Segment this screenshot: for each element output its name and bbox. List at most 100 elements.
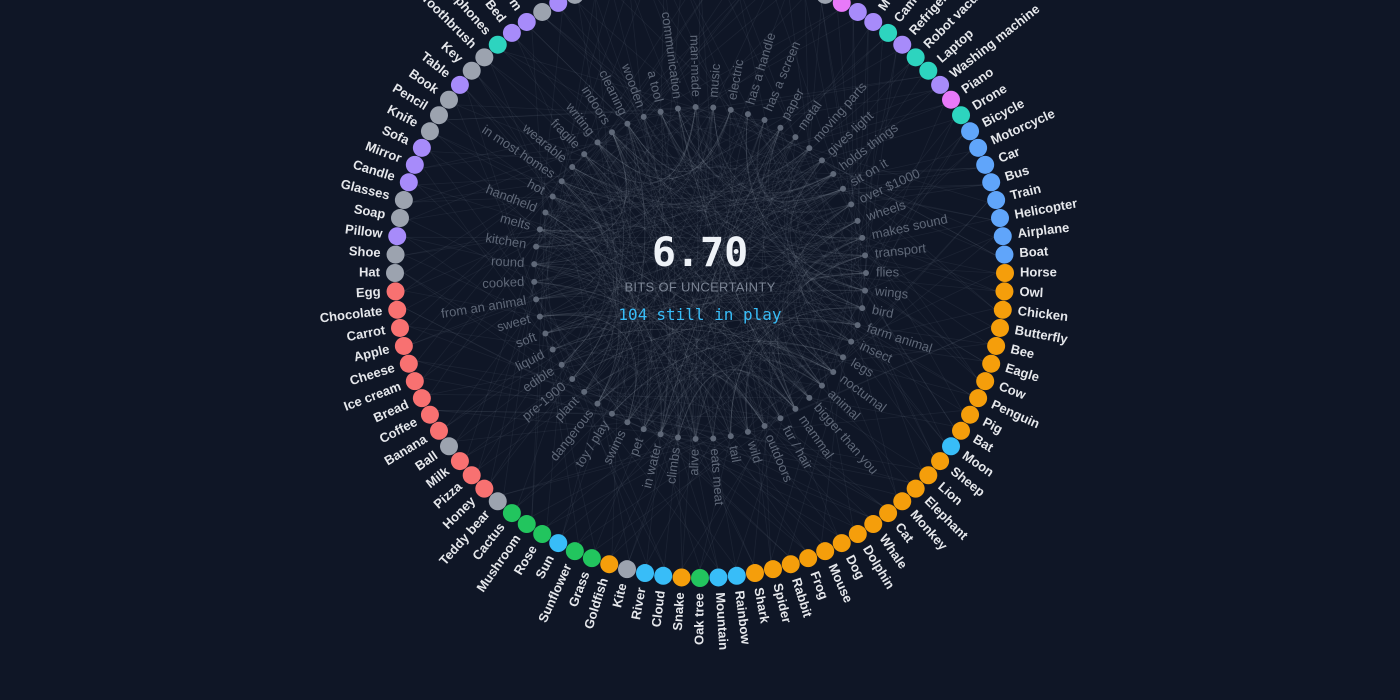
link-curve bbox=[539, 311, 834, 373]
link-curve bbox=[791, 325, 852, 373]
link-line bbox=[787, 341, 852, 556]
link-curve bbox=[545, 321, 834, 373]
link-line bbox=[864, 151, 971, 256]
link-line bbox=[546, 19, 866, 291]
link-line bbox=[712, 107, 772, 561]
link-line bbox=[417, 184, 858, 326]
link-line bbox=[437, 410, 612, 415]
link-line bbox=[660, 272, 997, 435]
link-curve bbox=[730, 290, 866, 437]
item-dot bbox=[942, 90, 961, 109]
link-curve bbox=[534, 188, 844, 283]
item-dot bbox=[848, 525, 867, 544]
link-curve bbox=[597, 142, 634, 189]
link-curve bbox=[534, 180, 603, 265]
link-line bbox=[422, 229, 541, 379]
link-line bbox=[517, 39, 844, 358]
link-curve bbox=[730, 307, 863, 437]
link-curve bbox=[627, 254, 866, 423]
item-label: Cloud bbox=[648, 590, 667, 628]
link-line bbox=[833, 167, 977, 175]
link-line bbox=[663, 107, 714, 567]
item-dot bbox=[386, 282, 405, 301]
attribute-dot bbox=[761, 117, 768, 124]
link-curve bbox=[611, 132, 696, 439]
item-dot bbox=[405, 372, 424, 391]
link-line bbox=[412, 153, 585, 345]
link-curve bbox=[611, 132, 823, 193]
link-curve bbox=[712, 352, 834, 439]
attribute-dot bbox=[848, 338, 855, 345]
item-dot bbox=[691, 569, 709, 587]
link-curve bbox=[729, 109, 810, 399]
link-line bbox=[643, 10, 838, 118]
link-line bbox=[536, 167, 977, 247]
link-line bbox=[627, 123, 719, 569]
link-line bbox=[545, 333, 806, 551]
link-line bbox=[412, 196, 553, 203]
in-play-label: still in play bbox=[656, 305, 782, 324]
link-line bbox=[611, 147, 810, 556]
link-line bbox=[728, 0, 796, 138]
item-dot bbox=[763, 560, 782, 579]
item-label: Kite bbox=[609, 582, 629, 609]
attribute-dot bbox=[581, 151, 588, 158]
link-curve bbox=[806, 272, 867, 309]
link-curve bbox=[535, 107, 696, 300]
attribute-dot bbox=[840, 354, 847, 361]
link-curve bbox=[561, 160, 823, 366]
link-line bbox=[533, 0, 610, 265]
link-curve bbox=[627, 123, 834, 373]
item-dot bbox=[969, 389, 988, 408]
link-curve bbox=[539, 228, 866, 258]
bits-label: BITS OF UNCERTAINTY bbox=[624, 279, 775, 294]
link-line bbox=[597, 142, 992, 221]
link-line bbox=[536, 246, 997, 274]
item-dot bbox=[848, 2, 867, 21]
item-label: Shoe bbox=[348, 243, 381, 260]
item-dot bbox=[462, 61, 481, 80]
link-line bbox=[561, 19, 854, 182]
item-dot bbox=[931, 75, 950, 94]
link-line bbox=[531, 196, 554, 517]
link-line bbox=[864, 254, 996, 292]
attribute-label: soft bbox=[513, 329, 538, 351]
link-curve bbox=[643, 343, 844, 430]
link-line bbox=[730, 109, 996, 256]
link-curve bbox=[552, 328, 834, 373]
item-dot bbox=[816, 542, 835, 561]
item-dot bbox=[412, 389, 431, 408]
link-curve bbox=[536, 127, 781, 247]
item-dot bbox=[864, 12, 883, 31]
link-line bbox=[478, 204, 852, 470]
link-curve bbox=[677, 108, 834, 194]
link-line bbox=[764, 425, 883, 507]
link-line bbox=[864, 290, 954, 427]
item-dot bbox=[582, 549, 601, 568]
link-line bbox=[613, 0, 645, 117]
link-curve bbox=[627, 109, 732, 173]
link-curve bbox=[535, 246, 619, 404]
link-line bbox=[533, 0, 641, 282]
link-line bbox=[611, 413, 854, 527]
link-line bbox=[545, 333, 579, 543]
link-line bbox=[747, 410, 963, 433]
link-line bbox=[478, 107, 714, 470]
link-line bbox=[627, 0, 785, 423]
link-curve bbox=[789, 160, 863, 309]
link-curve bbox=[597, 142, 834, 201]
link-curve bbox=[695, 376, 765, 439]
link-line bbox=[408, 219, 796, 410]
link-line bbox=[531, 29, 628, 124]
attribute-dot bbox=[594, 400, 601, 407]
link-curve bbox=[561, 348, 732, 437]
link-line bbox=[788, 0, 810, 149]
link-curve bbox=[534, 106, 696, 265]
item-dot bbox=[982, 354, 1001, 373]
link-curve bbox=[768, 127, 858, 225]
link-line bbox=[408, 196, 553, 221]
link-line bbox=[412, 188, 844, 345]
link-line bbox=[842, 201, 988, 358]
